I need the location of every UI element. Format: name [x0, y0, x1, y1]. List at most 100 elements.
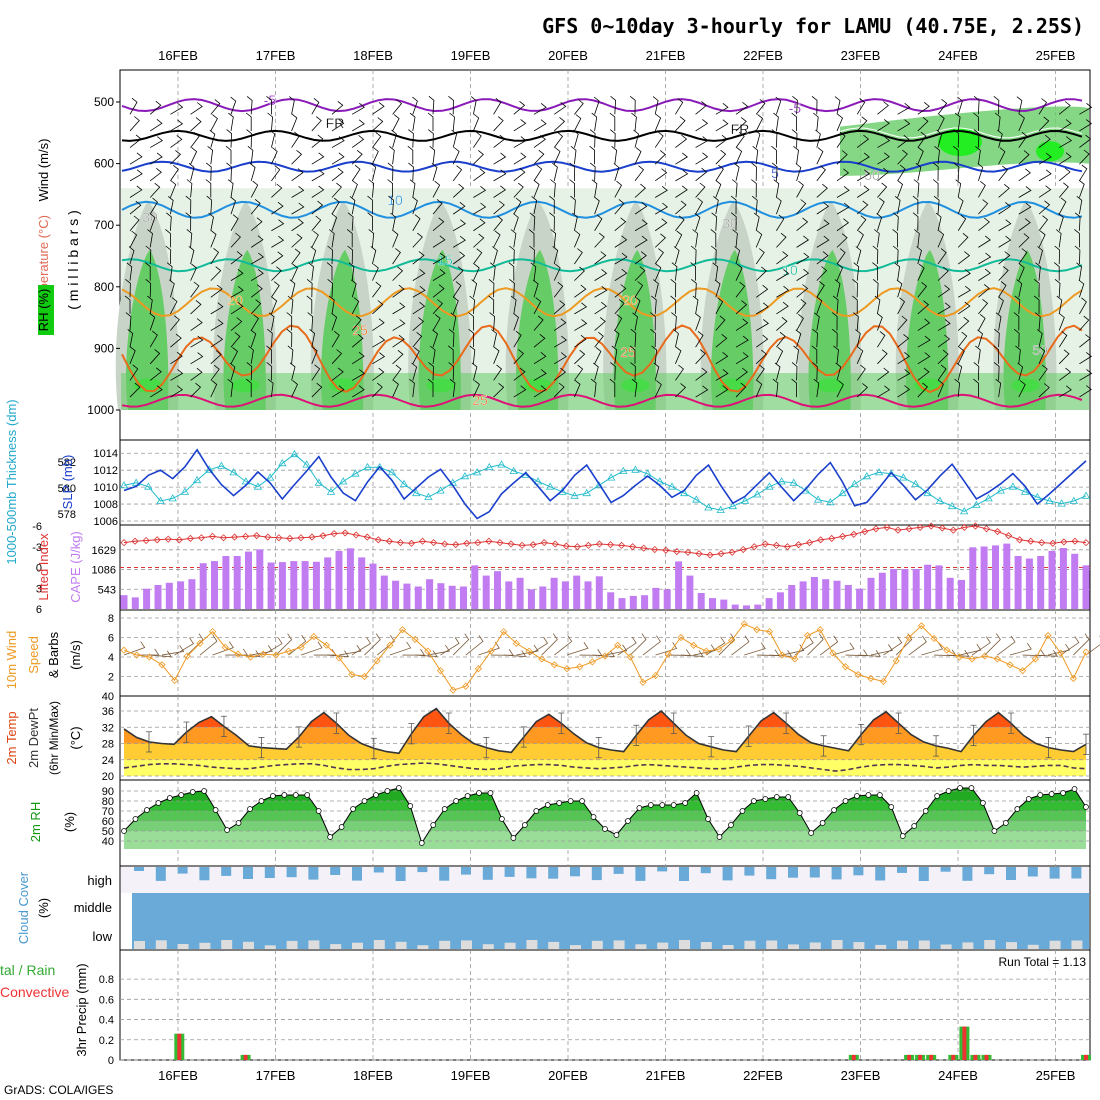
wind-barb: [813, 378, 820, 398]
wind-barb: [367, 212, 374, 231]
rh-point: [647, 802, 654, 808]
wind-barb: [897, 351, 911, 365]
wind-barb: [675, 215, 685, 231]
cape-bar: [890, 569, 898, 609]
wind-speed-point: [449, 686, 457, 694]
slp-label: SLP (mb): [60, 455, 75, 510]
precip-convective-bar: [177, 1033, 182, 1060]
surface-wind-barb: [1060, 636, 1080, 656]
wind-barb: [793, 145, 799, 165]
contour-label: -5: [789, 100, 802, 116]
precip-label-total: tal / Rain: [0, 962, 55, 978]
lifted-index-point: [739, 545, 747, 554]
wind-barb: [629, 345, 636, 364]
rh-point: [877, 792, 883, 798]
wind-barb: [372, 300, 384, 315]
wind-barb: [776, 251, 789, 265]
wind-barb: [125, 278, 131, 298]
wind-barb: [998, 165, 1008, 182]
rh-point: [258, 798, 265, 804]
wind-barb: [937, 284, 951, 298]
surface-wind-barb: [503, 650, 527, 658]
wind-barb: [914, 229, 920, 248]
wind-barb: [412, 285, 426, 298]
cape-bar: [641, 595, 649, 609]
thickness-point: [935, 496, 945, 504]
cape-bar: [731, 604, 739, 609]
wind-speed-point: [816, 626, 824, 634]
wind-barb: [550, 229, 557, 248]
wind-barb: [367, 195, 373, 215]
wind-barb: [752, 145, 759, 165]
wind-barb: [230, 268, 244, 281]
thickness-point: [704, 503, 713, 511]
wind-speed-point: [955, 653, 963, 661]
surface-wind-barb: [807, 633, 824, 656]
wind-barb: [978, 199, 989, 215]
wind-speed-point: [474, 665, 482, 673]
surface-wind-barb: [250, 645, 273, 656]
wind-barb: [631, 378, 638, 398]
rh-point: [396, 785, 402, 791]
cloud-high-bar: [177, 867, 188, 874]
rh-point: [441, 806, 448, 812]
temp-minmax-bar: [1045, 737, 1052, 759]
surface-wind-barb: [959, 643, 982, 656]
wind-barb: [935, 212, 942, 231]
cloud-low-gap: [352, 942, 363, 949]
wind-barb: [372, 281, 382, 298]
pressure-tick: 700: [94, 218, 114, 232]
wind-barb: [997, 129, 1003, 148]
cape-bar: [1059, 548, 1067, 609]
rh-point: [567, 798, 574, 804]
surface-wind-barb: [427, 644, 451, 656]
thickness-point: [533, 477, 543, 485]
lifted-index-point: [817, 536, 825, 544]
wind-barb: [1058, 101, 1071, 115]
wind-barb: [311, 97, 320, 115]
wind-barb: [771, 129, 778, 148]
wind-barb: [650, 328, 656, 348]
date-bottom-label: 25FEB: [1036, 1068, 1076, 1083]
lifted-index-point: [1071, 537, 1079, 545]
wind-barb: [513, 136, 527, 148]
thickness-point: [326, 487, 336, 495]
wind-barb: [613, 163, 620, 181]
rh-point: [590, 814, 597, 820]
cape-bar: [527, 589, 535, 609]
rh-point: [682, 800, 689, 806]
wind-barb: [493, 200, 505, 215]
wind-barb: [1013, 312, 1020, 331]
lifted-index-point: [496, 539, 504, 547]
rh-point: [476, 790, 482, 796]
wind-barb: [654, 131, 664, 148]
surface-wind-barb: [225, 648, 249, 656]
surface-wind-barb: [364, 633, 381, 656]
cape-bar: [901, 569, 909, 609]
wind-barb: [917, 335, 931, 348]
cloud-high-bar: [504, 867, 515, 877]
wind-barb: [1013, 328, 1020, 348]
upper-ylabel-wind: Wind (m/s): [36, 139, 51, 202]
rh-point: [166, 795, 173, 801]
thickness-point: [692, 495, 701, 503]
wind-barb: [289, 362, 296, 381]
wind-barb: [287, 295, 294, 314]
wind-barb: [432, 299, 443, 315]
wind-barb: [1079, 119, 1092, 132]
rh-point: [934, 793, 940, 799]
wind-barb: [776, 214, 785, 231]
wind-barb: [917, 300, 930, 315]
rh-point: [1083, 804, 1089, 810]
lifted-index-point: [396, 539, 405, 547]
wind-barb: [594, 251, 607, 265]
cape-bar: [584, 581, 592, 609]
temp-minmax-bar: [783, 712, 790, 734]
lifted-index-point: [286, 534, 294, 543]
wind-barb: [1018, 380, 1026, 398]
wind-barb: [291, 263, 298, 281]
contour-label: 25: [472, 392, 488, 408]
wind-barb: [370, 162, 377, 181]
surface-wind-barb: [794, 636, 814, 656]
rh-tick: 90: [102, 786, 114, 798]
